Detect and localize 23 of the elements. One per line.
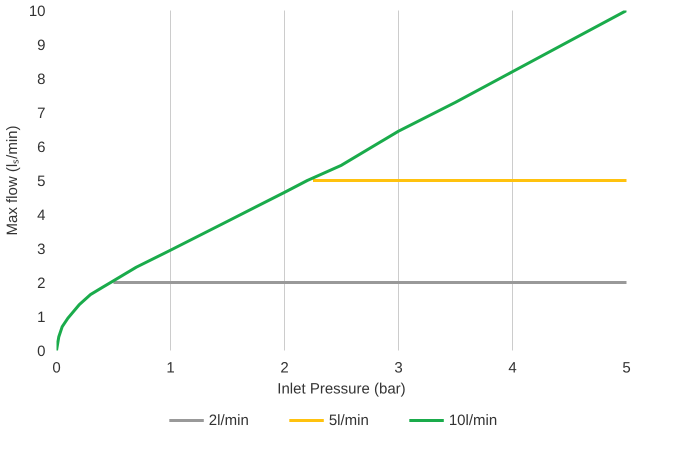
x-tick-label: 2 [280, 360, 289, 376]
y-tick-label: 7 [37, 105, 46, 122]
y-tick-label: 3 [37, 241, 46, 258]
x-axis-title: Inlet Pressure (bar) [277, 380, 406, 398]
y-tick-label: 9 [37, 37, 46, 54]
y-tick-label: 4 [37, 207, 46, 224]
y-tick-label: 5 [37, 173, 46, 190]
legend-label: 10l/min [448, 412, 498, 428]
x-tick-label: 0 [52, 360, 61, 376]
y-tick-label: 8 [37, 71, 46, 88]
x-tick-label: 4 [508, 360, 517, 376]
x-tick-label: 1 [166, 360, 175, 376]
y-tick-label: 6 [37, 139, 46, 156]
y-tick-label: 10 [28, 3, 46, 20]
y-tick-label: 0 [37, 343, 46, 360]
y-tick-label: 1 [37, 309, 46, 326]
x-tick-label: 3 [394, 360, 403, 376]
legend-label: 2l/min [208, 412, 249, 428]
y-tick-label: 2 [37, 275, 46, 292]
legend-label: 5l/min [328, 412, 369, 428]
line-series [56, 10, 626, 350]
x-tick-label: 5 [622, 360, 631, 376]
y-axis-title: Max flow (lₛ/min) [4, 125, 21, 236]
